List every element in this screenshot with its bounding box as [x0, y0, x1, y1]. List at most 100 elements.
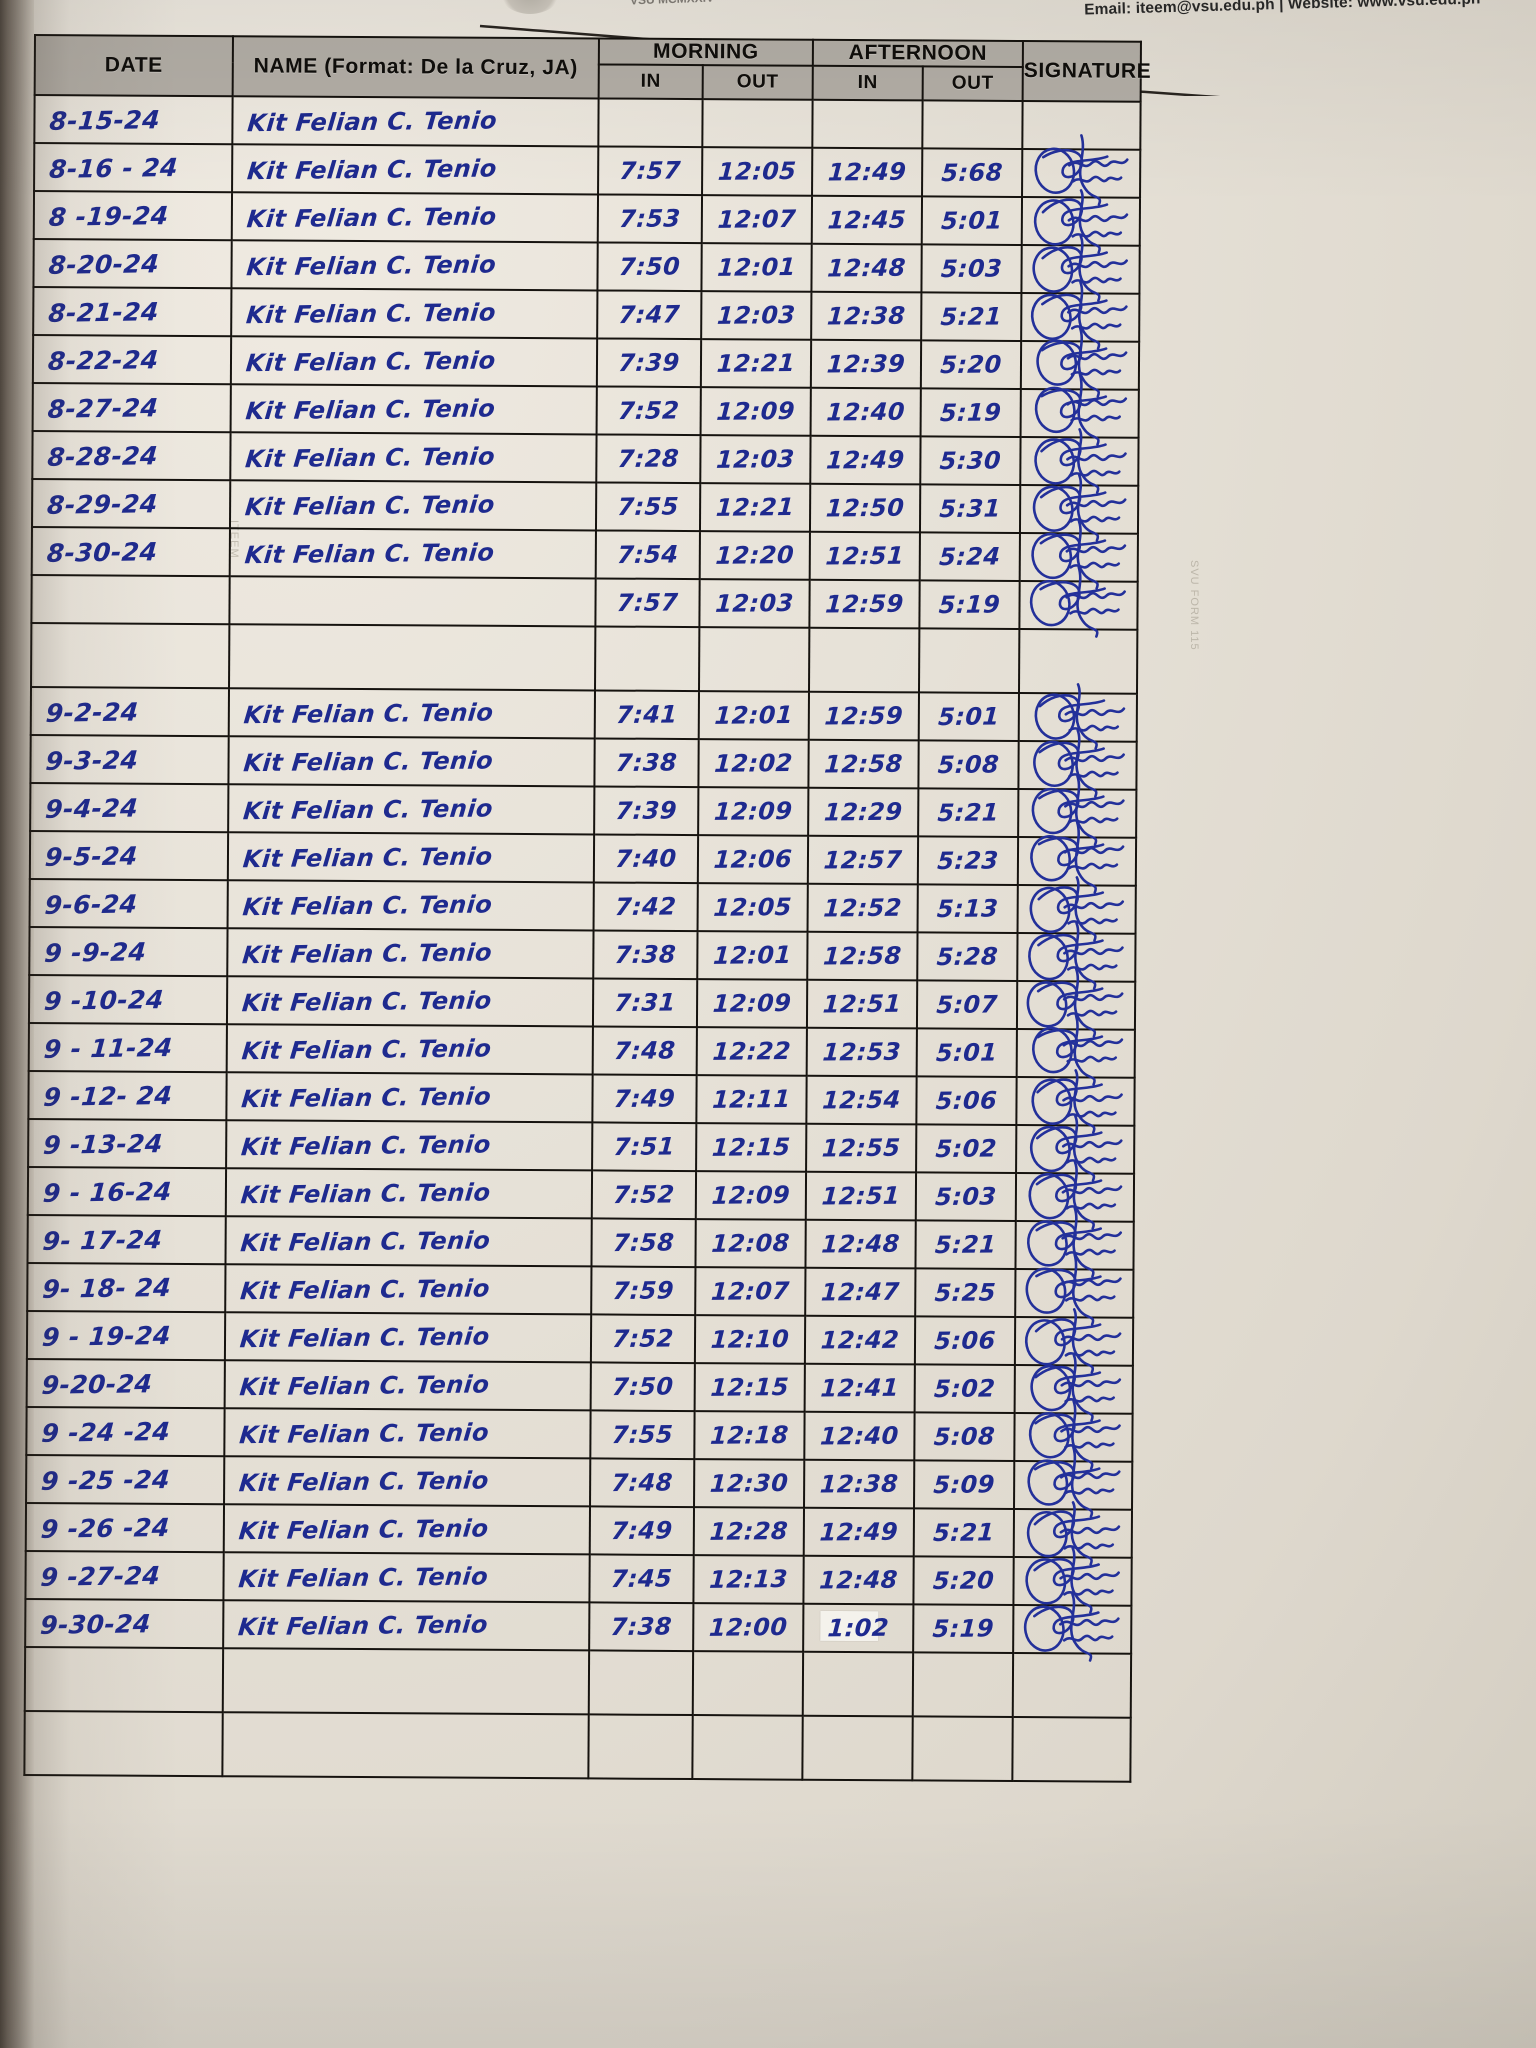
cell-date[interactable]: 9 -25 -24	[26, 1454, 225, 1505]
cell-name[interactable]	[222, 1712, 589, 1779]
cell-date[interactable]: 9-3-24	[30, 734, 229, 785]
cell-afternoon-out[interactable]: 5:20	[913, 1556, 1014, 1606]
cell-signature[interactable]	[1017, 821, 1137, 894]
cell-morning-out[interactable]: 12:02	[698, 739, 809, 788]
cell-afternoon-in[interactable]: 12:40	[804, 1411, 915, 1461]
cell-afternoon-in[interactable]: 12:59	[809, 579, 920, 629]
cell-morning-out[interactable]: 12:01	[698, 691, 810, 740]
cell-afternoon-in[interactable]: 12:58	[807, 931, 918, 981]
cell-date[interactable]: 9- 18- 24	[27, 1262, 226, 1313]
table-row[interactable]: 9-30-24 Kit Felian C. Tenio 7:38 12:00 1:02 5…	[25, 1593, 1132, 1662]
cell-afternoon-in[interactable]: 12:47	[805, 1267, 916, 1317]
cell-morning-in[interactable]: 7:54	[595, 530, 700, 580]
cell-morning-in[interactable]: 7:38	[589, 1602, 694, 1652]
cell-date[interactable]: 9 - 19-24	[26, 1310, 226, 1361]
cell-morning-in[interactable]: 7:38	[593, 930, 698, 980]
cell-name[interactable]	[229, 576, 596, 627]
cell-morning-out[interactable]: 12:08	[695, 1219, 806, 1268]
table-row[interactable]: 8 -19-24 Kit Felian C. Tenio 7:53 12:07 12:4…	[33, 189, 1141, 254]
cell-name[interactable]: Kit Felian C. Tenio	[229, 480, 597, 531]
cell-signature[interactable]	[1013, 1547, 1132, 1614]
cell-afternoon-out[interactable]: 5:02	[916, 1124, 1017, 1174]
cell-morning-in[interactable]: 7:45	[589, 1554, 694, 1604]
cell-name[interactable]: Kit Felian C. Tenio	[225, 1168, 593, 1219]
cell-signature[interactable]	[1018, 775, 1137, 846]
cell-date[interactable]: 9 -27-24	[25, 1550, 224, 1601]
cell-name[interactable]: Kit Felian C. Tenio	[227, 928, 594, 979]
table-row[interactable]: 9 -27-24 Kit Felian C. Tenio 7:45 12:13 12:4…	[25, 1547, 1132, 1614]
cell-afternoon-out[interactable]: 5:19	[920, 388, 1021, 438]
cell-afternoon-in[interactable]: 12:49	[803, 1507, 915, 1557]
cell-morning-in[interactable]: 7:40	[593, 834, 699, 884]
cell-name[interactable]: Kit Felian C. Tenio	[223, 1504, 591, 1555]
table-row[interactable]: 9 -24 -24 Kit Felian C. Tenio 7:55 12:18 12:…	[26, 1400, 1133, 1470]
cell-afternoon-out[interactable]	[922, 100, 1023, 150]
cell-afternoon-in[interactable]: 12:29	[808, 787, 919, 837]
cell-morning-in[interactable]: 7:57	[598, 146, 703, 196]
cell-date[interactable]	[24, 1646, 224, 1713]
cell-signature[interactable]	[1014, 1308, 1134, 1374]
cell-afternoon-in[interactable]: 12:55	[806, 1123, 917, 1173]
cell-afternoon-in[interactable]: 12:54	[806, 1075, 917, 1125]
table-row[interactable]: 8-16 - 24 Kit Felian C. Tenio 7:57 12:05 12:…	[34, 134, 1141, 206]
cell-signature[interactable]	[1015, 1207, 1134, 1278]
cell-afternoon-out[interactable]	[912, 1652, 1014, 1718]
cell-signature[interactable]	[1022, 101, 1141, 150]
cell-signature[interactable]	[1014, 1400, 1133, 1470]
cell-morning-out[interactable]: 12:03	[699, 579, 810, 628]
cell-morning-out[interactable]: 12:01	[697, 931, 808, 980]
cell-afternoon-out[interactable]: 5:03	[921, 244, 1022, 294]
cell-morning-out[interactable]: 12:20	[699, 531, 810, 580]
table-row[interactable]: 8-21-24 Kit Felian C. Tenio 7:47 12:03 12:38…	[33, 281, 1140, 350]
cell-name[interactable]: Kit Felian C. Tenio	[226, 1024, 593, 1075]
cell-afternoon-in[interactable]: 12:53	[806, 1027, 917, 1077]
cell-afternoon-in[interactable]: 12:45	[811, 195, 923, 245]
cell-morning-out[interactable]: 12:00	[693, 1603, 804, 1652]
table-row[interactable]: 9 - 16-24 Kit Felian C. Tenio 7:52 12:09 12:…	[27, 1161, 1135, 1230]
cell-signature[interactable]	[1013, 1593, 1132, 1662]
cell-name[interactable]	[229, 624, 596, 691]
cell-date[interactable]	[31, 622, 230, 689]
cell-morning-out[interactable]: 12:07	[695, 1267, 806, 1316]
cell-afternoon-out[interactable]: 5:19	[913, 1604, 1014, 1654]
cell-signature[interactable]	[1018, 729, 1137, 798]
cell-name[interactable]: Kit Felian C. Tenio	[226, 976, 594, 1027]
cell-afternoon-out[interactable]: 5:03	[915, 1172, 1017, 1222]
cell-afternoon-out[interactable]	[919, 628, 1020, 694]
cell-signature[interactable]	[1016, 1069, 1135, 1134]
cell-name[interactable]: Kit Felian C. Tenio	[231, 240, 598, 291]
cell-morning-out[interactable]	[692, 1715, 803, 1780]
table-row[interactable]: 9 -13-24 Kit Felian C. Tenio 7:51 12:15 12:5…	[28, 1115, 1135, 1182]
cell-signature[interactable]	[1015, 1253, 1134, 1326]
cell-signature[interactable]	[1014, 1446, 1133, 1518]
cell-signature[interactable]	[1021, 189, 1141, 254]
cell-morning-in[interactable]: 7:31	[592, 978, 698, 1028]
cell-morning-out[interactable]: 12:13	[693, 1555, 804, 1604]
cell-afternoon-in[interactable]: 12:51	[806, 979, 918, 1029]
cell-afternoon-out[interactable]: 5:01	[918, 692, 1020, 742]
cell-afternoon-out[interactable]: 5:21	[915, 1220, 1016, 1270]
cell-morning-in[interactable]: 7:48	[592, 1026, 697, 1076]
cell-date[interactable]: 9-20-24	[26, 1358, 225, 1409]
cell-afternoon-in[interactable]: 12:48	[805, 1219, 916, 1269]
table-row[interactable]: 9 -10-24 Kit Felian C. Tenio 7:31 12:09 12:5…	[28, 968, 1136, 1038]
cell-morning-in[interactable]	[588, 1650, 694, 1716]
cell-date[interactable]: 9 -26 -24	[25, 1502, 225, 1553]
cell-name[interactable]: Kit Felian C. Tenio	[224, 1408, 591, 1459]
cell-signature[interactable]	[1012, 1717, 1131, 1782]
table-row[interactable]: 7:57 12:03 12:59 5:19	[31, 566, 1138, 638]
cell-morning-out[interactable]: 12:09	[695, 1171, 807, 1220]
table-row[interactable]: 9 - 19-24 Kit Felian C. Tenio 7:52 12:10 12:…	[26, 1308, 1134, 1374]
cell-afternoon-in[interactable]: 12:51	[809, 531, 920, 581]
cell-afternoon-in[interactable]: 12:58	[808, 739, 919, 789]
cell-morning-out[interactable]: 12:18	[694, 1411, 805, 1460]
cell-date[interactable]: 9 -9-24	[29, 926, 228, 977]
table-row[interactable]: 9- 18- 24 Kit Felian C. Tenio 7:59 12:07 12:…	[27, 1253, 1134, 1326]
cell-date[interactable]: 8-16 - 24	[34, 143, 233, 193]
cell-date[interactable]: 8-28-24	[32, 430, 231, 481]
cell-afternoon-out[interactable]: 5:08	[914, 1412, 1015, 1462]
cell-morning-in[interactable]: 7:51	[592, 1122, 697, 1172]
cell-morning-in[interactable]	[595, 626, 700, 692]
cell-afternoon-out[interactable]: 5:25	[915, 1268, 1016, 1318]
cell-afternoon-out[interactable]: 5:24	[919, 532, 1020, 582]
